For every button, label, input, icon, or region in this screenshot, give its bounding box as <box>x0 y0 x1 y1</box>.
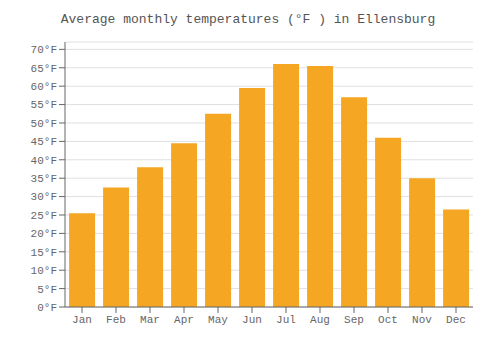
svg-text:70°F: 70°F <box>31 44 57 56</box>
svg-text:Dec: Dec <box>446 314 466 326</box>
svg-text:25°F: 25°F <box>31 210 57 222</box>
svg-text:35°F: 35°F <box>31 173 57 185</box>
svg-text:40°F: 40°F <box>31 155 57 167</box>
svg-text:Mar: Mar <box>140 314 160 326</box>
svg-text:Feb: Feb <box>106 314 126 326</box>
svg-text:20°F: 20°F <box>31 228 57 240</box>
svg-text:30°F: 30°F <box>31 191 57 203</box>
svg-text:Jan: Jan <box>72 314 92 326</box>
svg-text:Nov: Nov <box>412 314 432 326</box>
svg-text:Aug: Aug <box>310 314 330 326</box>
svg-text:50°F: 50°F <box>31 118 57 130</box>
svg-text:Apr: Apr <box>174 314 194 326</box>
html-text:Average monthly temperatures (: Average monthly temperatures (°F ) in El… <box>60 12 436 27</box>
svg-text:5°F: 5°F <box>37 284 57 296</box>
svg-text:10°F: 10°F <box>31 265 57 277</box>
svg-text:Sep: Sep <box>344 314 364 326</box>
svg-text:Oct: Oct <box>378 314 398 326</box>
svg-text:Jun: Jun <box>242 314 262 326</box>
svg-text:May: May <box>208 314 228 326</box>
svg-text:45°F: 45°F <box>31 136 57 148</box>
svg-text:0°F: 0°F <box>37 302 57 314</box>
svg-text:65°F: 65°F <box>31 63 57 75</box>
svg-text:55°F: 55°F <box>31 99 57 111</box>
svg-text:Jul: Jul <box>276 314 296 326</box>
svg-text:60°F: 60°F <box>31 81 57 93</box>
svg-text:15°F: 15°F <box>31 247 57 259</box>
